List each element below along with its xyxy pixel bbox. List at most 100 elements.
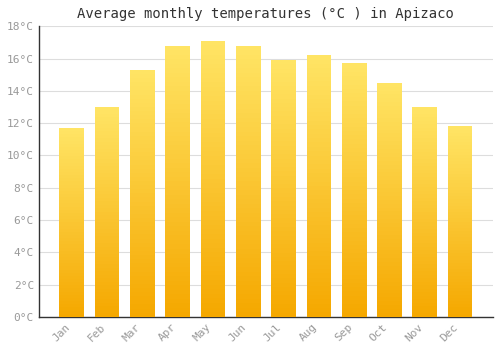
Bar bbox=[94, 194, 120, 198]
Bar bbox=[377, 227, 402, 231]
Bar bbox=[236, 245, 260, 249]
Bar bbox=[412, 236, 437, 240]
Bar bbox=[166, 272, 190, 276]
Bar bbox=[412, 212, 437, 215]
Bar bbox=[448, 275, 472, 279]
Bar bbox=[166, 299, 190, 303]
Bar bbox=[130, 206, 155, 210]
Bar bbox=[94, 118, 120, 121]
Bar bbox=[60, 244, 84, 247]
Bar bbox=[448, 209, 472, 212]
Bar bbox=[342, 245, 366, 249]
Bar bbox=[166, 59, 190, 64]
Bar bbox=[236, 86, 260, 91]
Bar bbox=[377, 231, 402, 235]
Bar bbox=[200, 285, 226, 289]
Bar bbox=[377, 141, 402, 145]
Bar bbox=[60, 307, 84, 310]
Bar bbox=[60, 203, 84, 206]
Bar bbox=[412, 226, 437, 229]
Bar bbox=[412, 282, 437, 285]
Bar bbox=[342, 211, 366, 216]
Bar bbox=[60, 279, 84, 282]
Bar bbox=[166, 68, 190, 73]
Bar bbox=[236, 149, 260, 154]
Bar bbox=[60, 314, 84, 317]
Bar bbox=[412, 184, 437, 187]
Bar bbox=[306, 186, 331, 190]
Bar bbox=[200, 128, 226, 133]
Bar bbox=[94, 177, 120, 180]
Bar bbox=[412, 187, 437, 191]
Bar bbox=[448, 285, 472, 288]
Bar bbox=[412, 132, 437, 135]
Bar bbox=[60, 160, 84, 163]
Bar bbox=[271, 201, 296, 205]
Bar bbox=[236, 272, 260, 276]
Bar bbox=[166, 204, 190, 208]
Bar bbox=[342, 118, 366, 122]
Bar bbox=[200, 138, 226, 142]
Bar bbox=[306, 112, 331, 116]
Bar bbox=[448, 174, 472, 177]
Bar bbox=[130, 144, 155, 148]
Bar bbox=[342, 186, 366, 190]
Bar bbox=[236, 168, 260, 172]
Bar bbox=[200, 105, 226, 110]
Bar bbox=[94, 285, 120, 289]
Bar bbox=[236, 249, 260, 253]
Bar bbox=[60, 282, 84, 285]
Bar bbox=[166, 186, 190, 190]
Bar bbox=[306, 177, 331, 182]
Bar bbox=[60, 153, 84, 156]
Bar bbox=[236, 204, 260, 208]
Bar bbox=[60, 270, 84, 273]
Bar bbox=[130, 148, 155, 152]
Bar bbox=[94, 139, 120, 142]
Bar bbox=[94, 250, 120, 254]
Bar bbox=[271, 69, 296, 73]
Bar bbox=[448, 228, 472, 231]
Bar bbox=[130, 189, 155, 193]
Bar bbox=[200, 50, 226, 55]
Bar bbox=[200, 243, 226, 248]
Bar bbox=[200, 87, 226, 91]
Bar bbox=[377, 239, 402, 243]
Bar bbox=[166, 281, 190, 285]
Bar bbox=[60, 263, 84, 266]
Bar bbox=[306, 238, 331, 243]
Bar bbox=[271, 86, 296, 90]
Bar bbox=[448, 240, 472, 244]
Bar bbox=[271, 231, 296, 236]
Bar bbox=[448, 199, 472, 203]
Bar bbox=[342, 308, 366, 313]
Bar bbox=[377, 293, 402, 297]
Bar bbox=[377, 196, 402, 200]
Bar bbox=[130, 247, 155, 251]
Bar bbox=[166, 236, 190, 240]
Bar bbox=[377, 91, 402, 95]
Bar bbox=[236, 113, 260, 118]
Bar bbox=[412, 219, 437, 222]
Bar bbox=[200, 303, 226, 308]
Bar bbox=[166, 100, 190, 104]
Bar bbox=[448, 304, 472, 307]
Bar bbox=[94, 264, 120, 268]
Bar bbox=[166, 240, 190, 245]
Bar bbox=[236, 195, 260, 199]
Bar bbox=[412, 191, 437, 194]
Bar bbox=[200, 82, 226, 87]
Bar bbox=[306, 99, 331, 103]
Bar bbox=[60, 156, 84, 160]
Bar bbox=[342, 152, 366, 156]
Bar bbox=[60, 266, 84, 270]
Bar bbox=[271, 150, 296, 154]
Bar bbox=[94, 135, 120, 139]
Bar bbox=[130, 226, 155, 230]
Bar bbox=[377, 208, 402, 211]
Bar bbox=[166, 91, 190, 95]
Bar bbox=[448, 215, 472, 218]
Bar bbox=[236, 127, 260, 132]
Bar bbox=[130, 292, 155, 296]
Bar bbox=[271, 172, 296, 176]
